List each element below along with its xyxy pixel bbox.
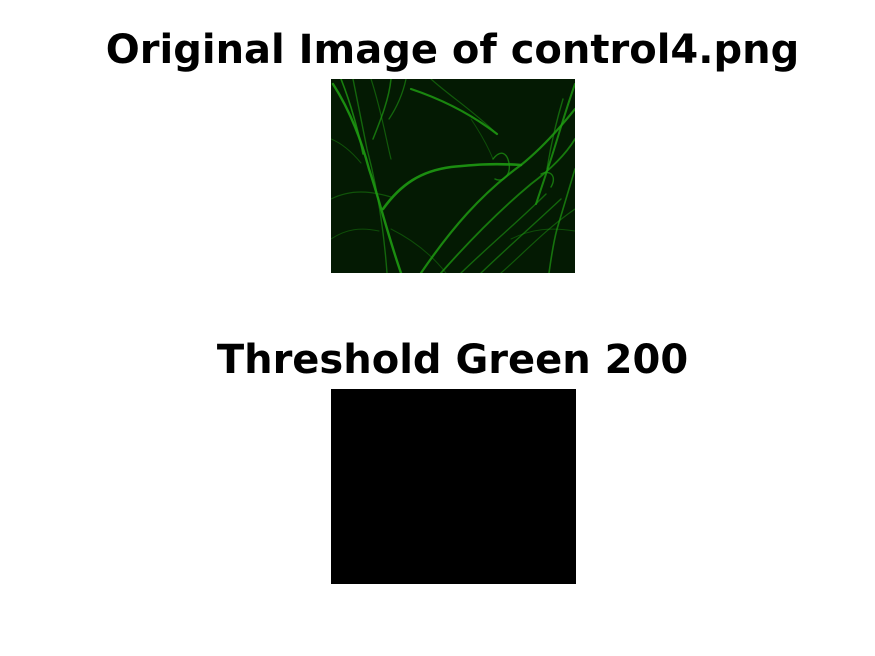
threshold-image-panel [331,389,576,584]
threshold-image-title: Threshold Green 200 [216,337,689,383]
original-image-background [331,79,575,273]
green-filaments [331,79,575,273]
original-image-panel [331,79,575,273]
original-image-title: Original Image of control4.png [105,27,800,73]
